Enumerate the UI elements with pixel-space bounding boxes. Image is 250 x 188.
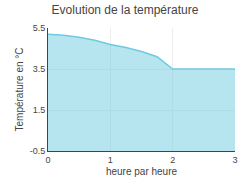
svg-text:heure par heure: heure par heure: [106, 166, 178, 177]
svg-text:1: 1: [108, 155, 113, 165]
svg-text:1.5: 1.5: [33, 105, 46, 115]
svg-text:0: 0: [45, 155, 50, 165]
svg-text:2: 2: [170, 155, 175, 165]
svg-text:5.5: 5.5: [33, 23, 46, 33]
svg-text:3: 3: [232, 155, 237, 165]
svg-text:-0.5: -0.5: [30, 146, 46, 156]
svg-text:Evolution de la température: Evolution de la température: [52, 3, 199, 17]
svg-text:Température en °C: Température en °C: [14, 47, 25, 131]
svg-text:3.5: 3.5: [33, 64, 46, 74]
